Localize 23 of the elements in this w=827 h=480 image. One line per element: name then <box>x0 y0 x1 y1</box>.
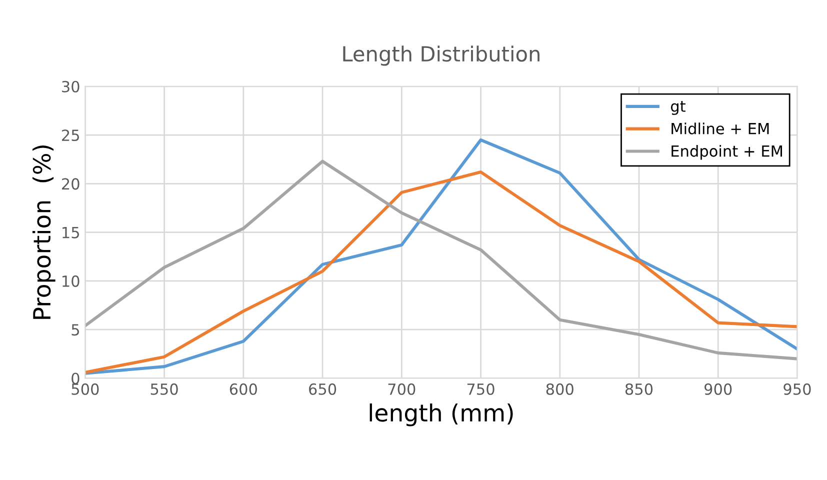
x-tick-label: 750 <box>467 383 494 395</box>
x-tick-label: 500 <box>72 383 99 395</box>
x-tick-label: 800 <box>546 383 574 395</box>
y-axis-title: Proportion (%) <box>32 146 56 319</box>
legend-label: Endpoint + EM <box>672 145 782 160</box>
y-tick-label: 30 <box>62 80 80 92</box>
y-tick-label: 5 <box>72 324 79 336</box>
y-tick-label: 10 <box>62 275 80 287</box>
y-tick-label: 0 <box>72 372 80 384</box>
chart-title: Length Distribution <box>343 46 540 66</box>
legend-label: Midline + EM <box>672 122 769 134</box>
x-tick-label: 650 <box>309 383 336 395</box>
x-tick-label: 700 <box>388 383 416 395</box>
x-axis-title: length (mm) <box>370 403 513 426</box>
x-tick-label: 550 <box>150 383 178 395</box>
x-tick-label: 950 <box>784 383 811 395</box>
legend-label: gt <box>670 101 686 115</box>
x-tick-label: 900 <box>704 383 732 395</box>
x-tick-label: 600 <box>230 383 257 395</box>
x-tick-label: 850 <box>625 383 653 395</box>
y-tick-label: 15 <box>62 226 79 238</box>
y-tick-label: 25 <box>62 130 79 142</box>
y-tick-label: 20 <box>62 178 80 190</box>
